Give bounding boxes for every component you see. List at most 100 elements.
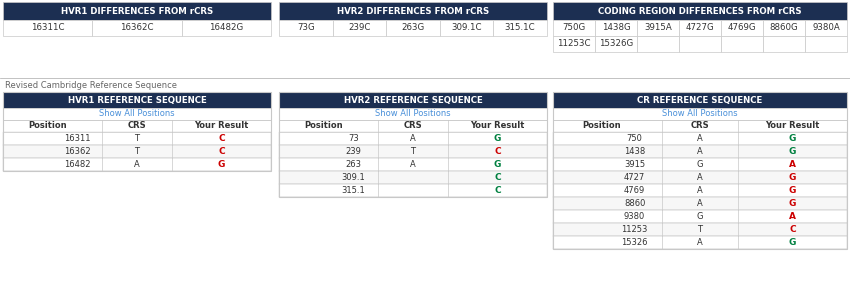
Text: 309.1C: 309.1C (451, 23, 482, 33)
Text: 4769G: 4769G (728, 23, 756, 33)
Text: 4727: 4727 (624, 173, 645, 182)
Bar (279, 2, 547, 20)
Bar (553, 132, 847, 145)
Bar (93, 20, 182, 36)
Text: CRS: CRS (404, 121, 422, 131)
Bar (3, 120, 271, 132)
Text: 16311: 16311 (64, 134, 91, 143)
Text: G: G (494, 160, 502, 169)
Bar (279, 158, 547, 171)
Bar (279, 145, 547, 158)
Text: 309.1: 309.1 (342, 173, 366, 182)
Text: 3915A: 3915A (644, 23, 672, 33)
Text: 1438G: 1438G (602, 23, 631, 33)
Text: 263G: 263G (401, 23, 425, 33)
Text: Your Result: Your Result (470, 121, 524, 131)
Text: A: A (697, 147, 703, 156)
Bar (553, 92, 847, 108)
Bar (182, 20, 271, 36)
Bar (3, 2, 271, 20)
Text: HVR1 REFERENCE SEQUENCE: HVR1 REFERENCE SEQUENCE (68, 95, 207, 104)
Text: 11253: 11253 (621, 225, 648, 234)
Text: G: G (789, 186, 796, 195)
Bar (805, 20, 847, 36)
Text: A: A (697, 186, 703, 195)
Bar (553, 36, 595, 52)
Text: C: C (494, 147, 501, 156)
Bar (279, 108, 547, 120)
Text: Revised Cambridge Reference Sequence: Revised Cambridge Reference Sequence (5, 82, 177, 91)
Bar (553, 92, 847, 249)
Text: CRS: CRS (691, 121, 709, 131)
Bar (3, 92, 271, 108)
Text: Show All Positions: Show All Positions (375, 110, 451, 119)
Text: Show All Positions: Show All Positions (662, 110, 738, 119)
Bar (721, 20, 763, 36)
Text: C: C (790, 225, 796, 234)
Bar (3, 20, 93, 36)
Bar (679, 36, 721, 52)
Bar (637, 36, 679, 52)
Text: G: G (697, 160, 703, 169)
Text: Position: Position (582, 121, 621, 131)
Bar (3, 145, 271, 158)
Text: CRS: CRS (128, 121, 146, 131)
Text: G: G (789, 238, 796, 247)
Text: 8860: 8860 (624, 199, 645, 208)
Text: 239C: 239C (348, 23, 371, 33)
Bar (386, 20, 439, 36)
Text: Your Result: Your Result (195, 121, 248, 131)
Text: G: G (697, 212, 703, 221)
Bar (3, 92, 271, 171)
Text: G: G (789, 147, 796, 156)
Text: 4727G: 4727G (686, 23, 714, 33)
Text: A: A (697, 199, 703, 208)
Bar (493, 20, 547, 36)
Bar (763, 36, 805, 52)
Text: C: C (218, 134, 224, 143)
Bar (279, 132, 547, 145)
Text: G: G (494, 134, 502, 143)
Text: T: T (134, 147, 139, 156)
Text: 239: 239 (345, 147, 361, 156)
Bar (279, 92, 547, 197)
Bar (553, 158, 847, 171)
Text: 750G: 750G (563, 23, 586, 33)
Bar (3, 108, 271, 120)
Bar (805, 36, 847, 52)
Text: A: A (134, 160, 140, 169)
Bar (679, 20, 721, 36)
Bar (3, 132, 271, 145)
Text: 3915: 3915 (624, 160, 645, 169)
Text: T: T (411, 147, 416, 156)
Text: Position: Position (28, 121, 67, 131)
Text: C: C (494, 173, 501, 182)
Text: A: A (410, 160, 416, 169)
Text: C: C (494, 186, 501, 195)
Text: 11253C: 11253C (558, 39, 591, 48)
Bar (332, 20, 386, 36)
Bar (763, 20, 805, 36)
Text: 8860G: 8860G (769, 23, 798, 33)
Bar (439, 20, 493, 36)
Bar (553, 171, 847, 184)
Bar (637, 20, 679, 36)
Bar (279, 171, 547, 184)
Text: 315.1C: 315.1C (505, 23, 536, 33)
Bar (553, 236, 847, 249)
Bar (721, 36, 763, 52)
Text: Your Result: Your Result (765, 121, 819, 131)
Text: HVR2 DIFFERENCES FROM rCRS: HVR2 DIFFERENCES FROM rCRS (337, 6, 489, 15)
Bar (279, 20, 332, 36)
Text: 263: 263 (345, 160, 361, 169)
Text: CR REFERENCE SEQUENCE: CR REFERENCE SEQUENCE (638, 95, 762, 104)
Bar (553, 2, 847, 20)
Bar (595, 20, 637, 36)
Text: G: G (789, 173, 796, 182)
Text: 16482: 16482 (64, 160, 91, 169)
Bar (279, 92, 547, 108)
Text: G: G (789, 199, 796, 208)
Bar (279, 120, 547, 132)
Bar (553, 108, 847, 120)
Text: HVR2 REFERENCE SEQUENCE: HVR2 REFERENCE SEQUENCE (343, 95, 482, 104)
